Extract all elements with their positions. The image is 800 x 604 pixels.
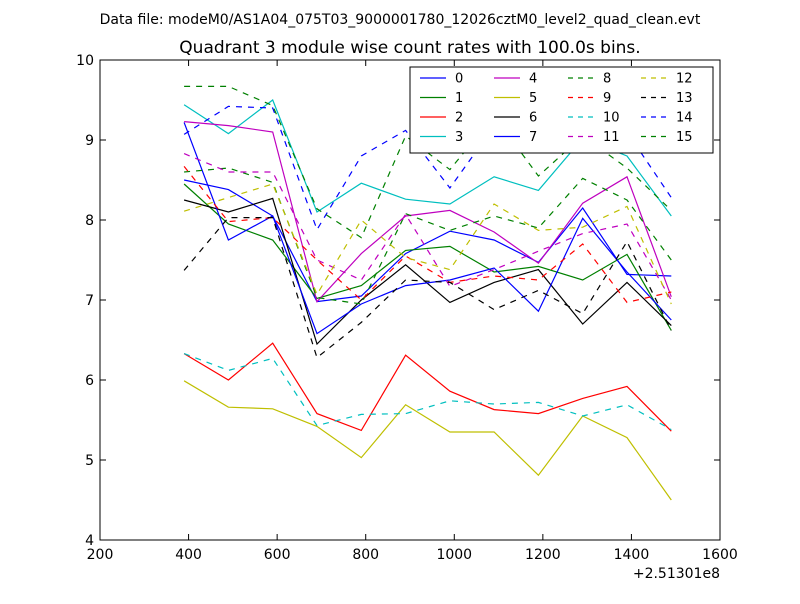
- series-line-10: [183, 353, 672, 431]
- y-tick-label: 10: [76, 53, 94, 69]
- legend-label-0: 0: [455, 72, 463, 87]
- legend-label-12: 12: [676, 72, 693, 87]
- x-tick-label: 1600: [702, 547, 738, 563]
- legend-label-1: 1: [455, 91, 463, 106]
- x-tick-label: 800: [352, 547, 379, 563]
- series-line-0: [183, 179, 672, 303]
- legend-label-10: 10: [603, 111, 620, 126]
- legend-label-11: 11: [603, 130, 620, 145]
- series-line-5: [183, 380, 672, 501]
- y-tick-label: 8: [85, 213, 94, 229]
- y-tick-label: 7: [85, 293, 94, 309]
- legend-label-4: 4: [529, 72, 537, 87]
- x-tick-label: 200: [87, 547, 114, 563]
- series-line-1: [183, 183, 672, 331]
- y-tick-label: 5: [85, 453, 94, 469]
- legend-label-7: 7: [529, 130, 537, 145]
- figure-suptitle: Data file: modeM0/AS1A04_075T03_90000017…: [100, 12, 701, 28]
- legend-label-2: 2: [455, 111, 463, 126]
- series-line-2: [183, 342, 672, 432]
- y-tick-label: 4: [85, 533, 94, 549]
- x-tick-label: 400: [175, 547, 202, 563]
- series-line-7: [183, 122, 672, 335]
- x-axis-offset-label: +2.51301e8: [633, 566, 720, 582]
- series-line-4: [184, 121, 672, 303]
- legend-frame: [409, 66, 714, 154]
- legend-label-6: 6: [529, 111, 537, 126]
- chart-title: Quadrant 3 module wise count rates with …: [179, 38, 640, 58]
- series-line-11: [183, 153, 672, 301]
- x-tick-label: 1000: [436, 547, 472, 563]
- legend-label-5: 5: [529, 91, 537, 106]
- y-tick-label: 6: [85, 373, 94, 389]
- series-line-12: [183, 183, 672, 305]
- series-layer: [183, 85, 672, 501]
- x-tick-label: 1200: [525, 547, 561, 563]
- legend-label-8: 8: [603, 72, 611, 87]
- x-tick-label: 1400: [614, 547, 650, 563]
- series-line-14: [183, 105, 672, 231]
- legend-label-14: 14: [676, 111, 693, 126]
- x-tick-label: 600: [264, 547, 291, 563]
- legend-label-13: 13: [676, 91, 693, 106]
- legend-label-9: 9: [603, 91, 611, 106]
- series-line-13: [183, 217, 672, 359]
- legend-label-3: 3: [455, 130, 463, 145]
- series-line-6: [183, 197, 672, 346]
- legend-label-15: 15: [676, 130, 693, 145]
- y-tick-label: 9: [85, 133, 94, 149]
- series-line-9: [183, 166, 672, 304]
